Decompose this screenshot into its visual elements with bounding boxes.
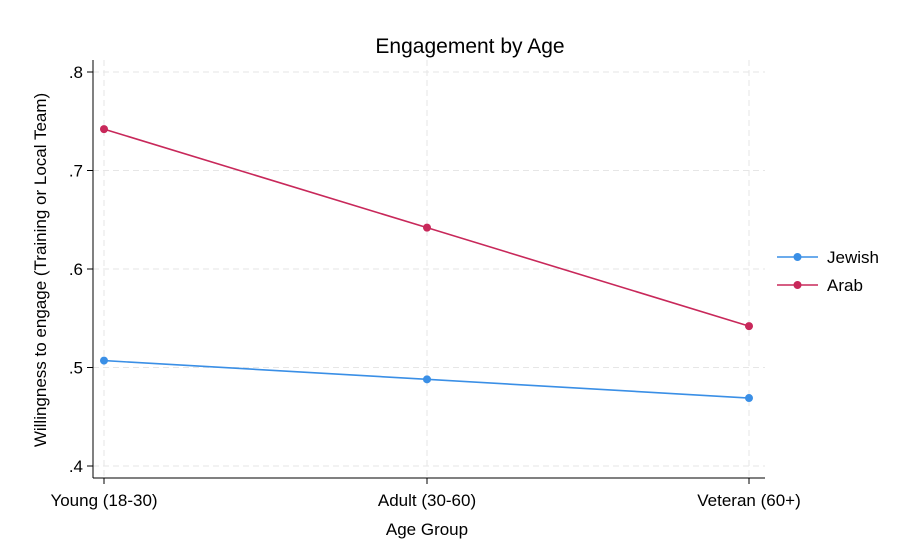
series-layer	[100, 125, 753, 403]
chart-title: Engagement by Age	[375, 35, 564, 58]
legend-label: Arab	[827, 276, 863, 295]
y-tick-label: .8	[69, 63, 83, 82]
y-ticks: .4 .5 .6 .7 .8	[69, 63, 93, 476]
legend-label: Jewish	[827, 248, 879, 267]
y-tick-label: .5	[69, 359, 83, 378]
series-arab	[100, 125, 753, 331]
data-point	[423, 223, 431, 232]
x-tick-label: Adult (30-60)	[378, 491, 476, 510]
y-tick-label: .4	[69, 457, 83, 476]
x-axis-title: Age Group	[386, 520, 468, 539]
y-axis-title: Willingness to engage (Training or Local…	[31, 93, 50, 447]
x-ticks: Young (18-30) Adult (30-60) Veteran (60+)	[50, 478, 801, 510]
y-tick-label: .7	[69, 162, 83, 181]
legend-item: Jewish	[777, 248, 879, 267]
legend-swatch-marker	[793, 253, 802, 261]
data-point	[423, 375, 431, 384]
legend: Jewish Arab	[777, 248, 879, 295]
x-tick-label: Young (18-30)	[50, 491, 157, 510]
data-point	[100, 356, 108, 365]
grid	[93, 60, 765, 478]
data-point	[100, 125, 108, 134]
legend-item: Arab	[777, 276, 863, 295]
data-point	[745, 394, 753, 403]
y-tick-label: .6	[69, 260, 83, 279]
x-tick-label: Veteran (60+)	[697, 491, 801, 510]
legend-swatch-marker	[793, 281, 802, 289]
data-point	[745, 322, 753, 331]
series-jewish	[100, 356, 753, 403]
